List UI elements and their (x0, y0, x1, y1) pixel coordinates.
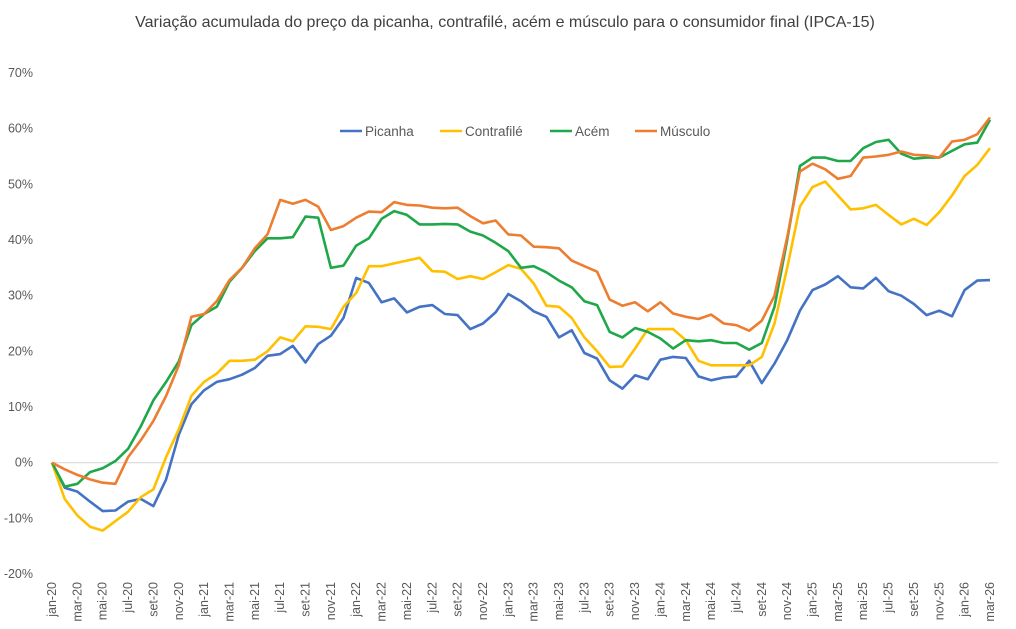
y-tick-label: 30% (8, 289, 33, 303)
y-tick-label: 50% (8, 177, 33, 191)
x-tick-label: mai-24 (704, 582, 718, 620)
x-tick-label: set-23 (603, 582, 617, 617)
x-tick-label: mar-25 (831, 582, 845, 622)
series-line-contrafilé (50, 147, 992, 532)
legend-item: Acém (550, 124, 610, 139)
x-tick-label: jan-20 (45, 582, 59, 618)
x-tick-label: jan-21 (197, 582, 211, 618)
legend-item: Picanha (340, 124, 414, 139)
x-tick-label: set-24 (755, 582, 769, 617)
series-lines (50, 116, 992, 532)
x-tick-label: set-25 (907, 582, 921, 617)
series-line-picanha (50, 274, 991, 513)
legend-item: Músculo (635, 124, 710, 139)
x-tick-label: nov-24 (780, 582, 794, 620)
legend-item: Contrafilé (440, 124, 523, 139)
y-tick-label: 70% (8, 66, 33, 80)
x-tick-label: jan-24 (653, 582, 667, 618)
legend-label: Picanha (365, 124, 414, 139)
x-tick-label: nov-20 (172, 582, 186, 620)
x-tick-label: nov-22 (476, 582, 490, 620)
x-axis: jan-20 mar-20 mai-20 jul-20 set-20 nov-20 jan-… (45, 582, 997, 622)
x-tick-label: set-22 (451, 582, 465, 617)
y-tick-label: -10% (4, 511, 33, 525)
legend-label: Acém (575, 124, 610, 139)
x-tick-label: jul-20 (121, 582, 135, 614)
x-tick-label: jul-24 (729, 582, 743, 614)
x-tick-label: mar-23 (527, 582, 541, 622)
x-tick-label: mar-22 (375, 582, 389, 622)
x-tick-label: mai-20 (96, 582, 110, 620)
y-tick-label: 60% (8, 122, 33, 136)
legend: Picanha Contrafilé Acém Músculo (340, 124, 710, 139)
x-tick-label: jan-23 (501, 582, 515, 618)
x-tick-label: mai-25 (856, 582, 870, 620)
chart-title: Variação acumulada do preço da picanha, … (135, 14, 875, 31)
series-line-músculo (51, 116, 992, 486)
y-axis: -20% -10% 0% 10% 20% 30% 40% 50% 60% 70% (4, 66, 33, 581)
x-tick-label: mai-21 (248, 582, 262, 620)
x-tick-label: nov-21 (324, 582, 338, 620)
x-tick-label: mar-26 (983, 582, 997, 622)
x-tick-label: mar-24 (679, 582, 693, 622)
x-tick-label: nov-25 (932, 582, 946, 620)
y-tick-label: 20% (8, 344, 33, 358)
legend-label: Contrafilé (465, 124, 523, 139)
x-tick-label: mar-21 (222, 582, 236, 622)
y-tick-label: 10% (8, 400, 33, 414)
x-tick-label: jul-25 (882, 582, 896, 614)
x-tick-label: jul-21 (273, 582, 287, 614)
x-tick-label: mar-20 (70, 582, 84, 622)
y-tick-label: 0% (15, 456, 33, 470)
x-tick-label: jul-22 (425, 582, 439, 614)
x-tick-label: jul-23 (577, 582, 591, 614)
x-tick-label: mai-23 (552, 582, 566, 620)
y-tick-label: 40% (8, 233, 33, 247)
x-tick-label: mai-22 (400, 582, 414, 620)
x-tick-label: jan-26 (958, 582, 972, 618)
x-tick-label: jan-25 (806, 582, 820, 618)
x-tick-label: jan-22 (349, 582, 363, 618)
x-tick-label: set-21 (299, 582, 313, 617)
legend-label: Músculo (660, 124, 710, 139)
x-tick-label: set-20 (146, 582, 160, 617)
y-tick-label: -20% (4, 567, 33, 581)
x-tick-label: nov-23 (628, 582, 642, 620)
series-line-acém (50, 119, 992, 488)
